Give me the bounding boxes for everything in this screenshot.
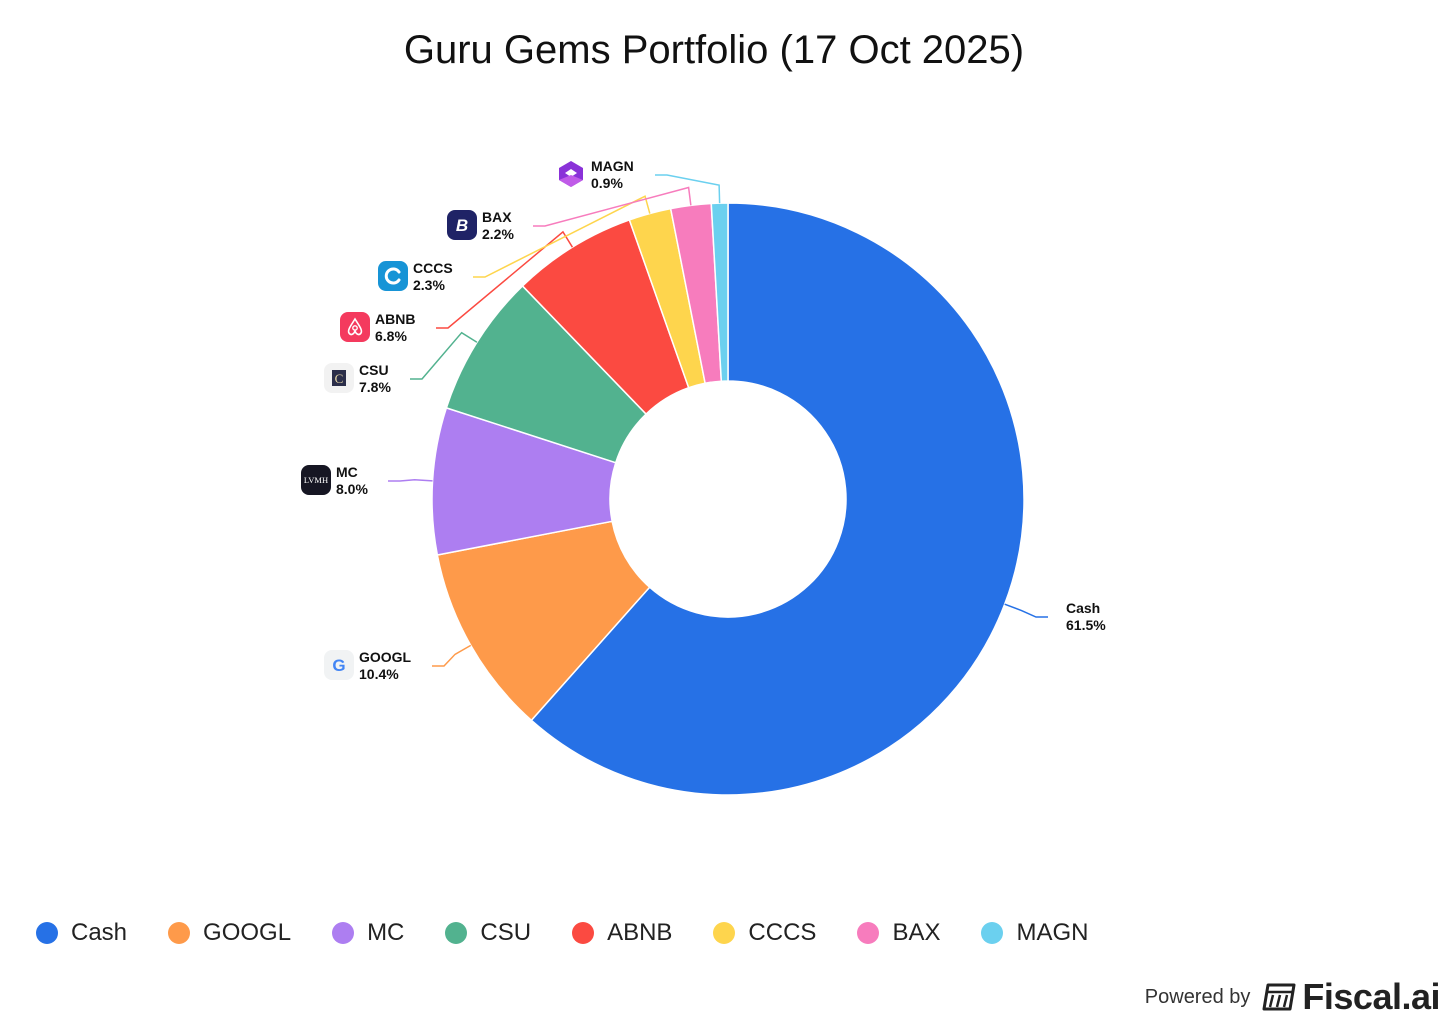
legend-dot [572, 922, 595, 944]
legend-label: MC [367, 919, 405, 946]
slices-layer [431, 202, 1025, 796]
legend-item-googl[interactable]: GOOGL [168, 919, 291, 947]
slice-label-value: 0.9% [591, 175, 623, 191]
legend-dot [445, 922, 468, 944]
leader-line-bax [533, 186, 692, 227]
magn-icon [559, 161, 583, 187]
legend-dot [857, 922, 880, 944]
slice-googl[interactable] [436, 520, 651, 722]
legend-label: BAX [892, 919, 941, 946]
slice-label-ticker: CCCS [413, 260, 453, 276]
slice-label-value: 2.2% [482, 226, 514, 242]
legend-item-csu[interactable]: CSU [445, 919, 531, 947]
cccs-icon [378, 261, 408, 291]
slice-label-ticker: ABNB [375, 311, 415, 327]
slice-label-ticker: Cash [1066, 600, 1100, 616]
legend-item-abnb[interactable]: ABNB [572, 919, 672, 947]
slice-magn[interactable] [710, 202, 729, 382]
google-icon: G [324, 650, 354, 680]
slice-label-value: 8.0% [336, 481, 368, 497]
airbnb-icon [340, 312, 370, 342]
svg-text:G: G [332, 656, 345, 675]
leader-line-cccs [473, 195, 651, 278]
leader-line-cash [1004, 603, 1048, 618]
leader-line-mc [388, 479, 433, 482]
bax-icon: B [447, 210, 477, 240]
leader-line-csu [410, 331, 478, 380]
legend-label: Cash [71, 919, 128, 946]
legend-item-cash[interactable]: Cash [36, 919, 127, 947]
slice-label-ticker: GOOGL [359, 649, 412, 665]
slice-label-mc: LVMH MC8.0% [301, 464, 368, 497]
legend-dot [332, 922, 355, 944]
svg-text:LVMH: LVMH [304, 475, 328, 485]
csu-icon: C [324, 363, 354, 393]
fiscal-logo-icon [1262, 983, 1296, 1011]
slice-label-ticker: CSU [359, 362, 389, 378]
slice-cash[interactable] [530, 202, 1025, 796]
legend-label: ABNB [607, 919, 673, 946]
legend-item-cccs[interactable]: CCCS [713, 919, 816, 947]
slice-label-ticker: MC [336, 464, 358, 480]
legend: Cash GOOGL MC CSU ABNB CCCS BAX MAGN [36, 916, 1088, 950]
legend-dot [981, 922, 1004, 944]
leader-lines-layer [388, 174, 1048, 667]
slice-label-value: 7.8% [359, 379, 391, 395]
slice-label-value: 61.5% [1066, 617, 1106, 633]
lvmh-icon: LVMH [301, 465, 331, 495]
svg-text:B: B [456, 216, 468, 235]
svg-text:C: C [335, 371, 344, 386]
legend-label: GOOGL [203, 919, 292, 946]
powered-by-text: Powered by [1144, 985, 1251, 1008]
legend-label: MAGN [1016, 919, 1089, 946]
slice-label-value: 10.4% [359, 666, 399, 682]
slice-label-value: 2.3% [413, 277, 445, 293]
legend-dot [713, 922, 736, 944]
legend-dot [168, 922, 191, 944]
leader-line-abnb [436, 230, 574, 329]
legend-item-magn[interactable]: MAGN [981, 919, 1088, 947]
legend-item-mc[interactable]: MC [332, 919, 404, 947]
chart-title: Guru Gems Portfolio (17 Oct 2025) [403, 28, 1025, 72]
slice-label-ticker: BAX [482, 209, 512, 225]
legend-label: CSU [480, 919, 532, 946]
slice-label-value: 6.8% [375, 328, 407, 344]
leader-line-magn [655, 174, 721, 204]
legend-item-bax[interactable]: BAX [857, 919, 940, 947]
leader-line-googl [432, 644, 472, 667]
brand-name: Fiscal.ai [1302, 976, 1440, 1017]
slice-label-ticker: MAGN [591, 158, 634, 174]
legend-dot [36, 922, 58, 944]
legend-label: CCCS [748, 919, 817, 946]
powered-by: Powered by Fiscal.ai [1144, 976, 1441, 1018]
